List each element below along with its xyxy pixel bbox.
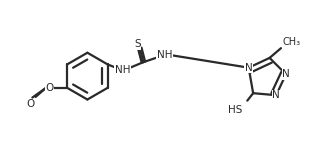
Text: O: O — [26, 98, 34, 108]
Text: N: N — [272, 90, 280, 100]
Text: S: S — [134, 39, 141, 49]
Text: N: N — [282, 69, 290, 79]
Text: O: O — [45, 83, 53, 93]
Text: HS: HS — [228, 105, 243, 115]
Text: CH₃: CH₃ — [282, 37, 300, 47]
Text: N: N — [245, 63, 253, 73]
Text: NH: NH — [115, 65, 130, 75]
Text: NH: NH — [157, 50, 172, 60]
